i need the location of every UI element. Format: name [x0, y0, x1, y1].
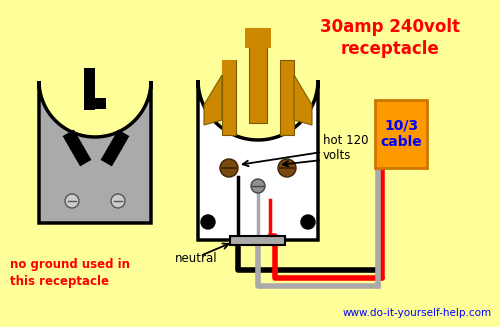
Bar [245, 28, 271, 48]
Bar [222, 60, 236, 75]
Bar [84, 68, 95, 110]
Circle shape [278, 159, 296, 177]
Bar [280, 60, 294, 135]
Bar [230, 236, 285, 245]
Circle shape [65, 194, 79, 208]
Polygon shape [294, 75, 312, 125]
Bar [84, 98, 106, 109]
Circle shape [111, 194, 125, 208]
Text: no ground used in
this receptacle: no ground used in this receptacle [10, 258, 130, 288]
Bar [222, 60, 236, 135]
Circle shape [301, 215, 315, 229]
Polygon shape [204, 75, 222, 125]
Circle shape [220, 159, 238, 177]
Bar [375, 100, 427, 168]
Polygon shape [62, 129, 92, 166]
Text: neutral: neutral [175, 251, 218, 265]
PathPatch shape [198, 80, 318, 240]
Text: 10/3
cable: 10/3 cable [380, 119, 422, 149]
Polygon shape [100, 129, 130, 166]
Text: www.do-it-yourself-help.com: www.do-it-yourself-help.com [343, 308, 492, 318]
Text: hot 120
volts: hot 120 volts [323, 134, 368, 162]
Bar [249, 28, 267, 123]
Circle shape [251, 179, 265, 193]
Text: 30amp 240volt
receptacle: 30amp 240volt receptacle [320, 18, 460, 58]
Circle shape [201, 215, 215, 229]
PathPatch shape [39, 81, 151, 223]
